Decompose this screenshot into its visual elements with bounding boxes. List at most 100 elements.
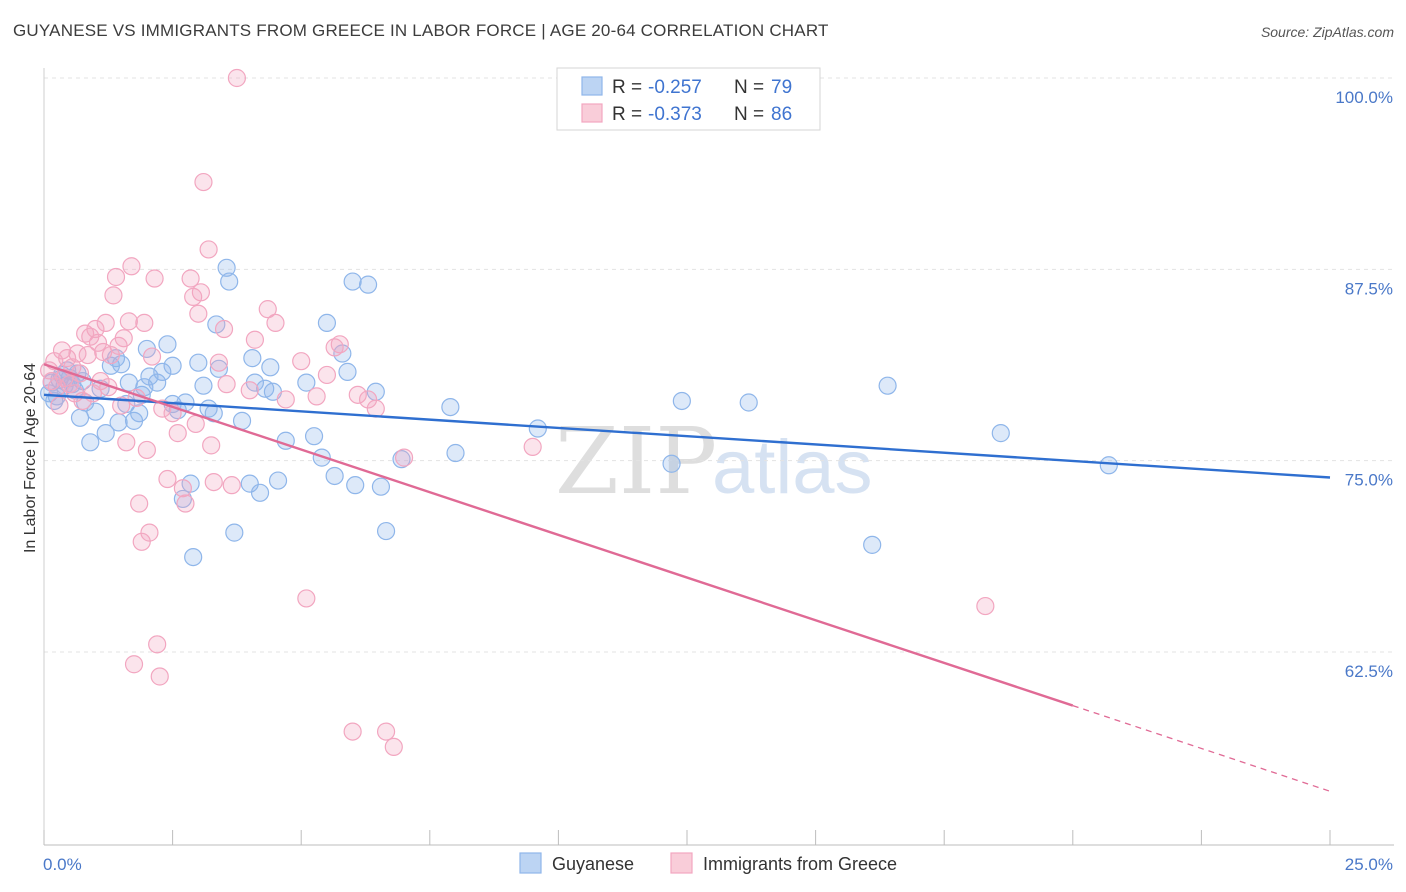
greece-point-63: [227, 68, 246, 88]
greece-point-59: [209, 353, 228, 372]
guyanese-point-66: [338, 362, 357, 381]
greece-point-31: [119, 312, 138, 331]
guyanese-point-47: [217, 258, 236, 277]
legend-box: R = -0.257 N = 79 R = -0.373 N = 86: [556, 67, 821, 131]
greece-point-69: [292, 352, 311, 371]
source-credit: Source: ZipAtlas.com: [1260, 24, 1394, 40]
bottom-legend-swatch-greece: [670, 852, 693, 874]
legend-n-label-guyanese: N =: [734, 77, 764, 98]
greece-point-52: [186, 414, 205, 434]
guyanese-point-36: [168, 401, 187, 420]
guyanese-point-67: [343, 272, 362, 291]
greece-points: [40, 68, 995, 757]
guyanese-point-54: [250, 483, 270, 502]
guyanese-point-83: [1099, 456, 1118, 475]
greece-point-40: [142, 347, 162, 366]
y-axis-title: In Labor Force | Age 20-64: [22, 363, 39, 553]
guyanese-point-32: [153, 362, 172, 381]
y-tick-label-0: 100.0%: [1335, 88, 1393, 107]
greece-point-60: [214, 319, 234, 339]
guyanese-point-81: [878, 376, 897, 395]
guyanese-point-56: [261, 358, 280, 377]
y-tick-label-1: 87.5%: [1345, 279, 1393, 298]
greece-point-39: [140, 523, 159, 542]
guyanese-trend-line: [43, 393, 1331, 479]
greece-point-47: [168, 424, 187, 443]
guyanese-point-26: [130, 404, 149, 423]
greece-point-80: [384, 737, 403, 757]
greece-point-35: [130, 494, 149, 513]
guyanese-point-58: [268, 471, 288, 490]
guyanese-point-22: [112, 355, 131, 374]
greece-point-83: [976, 596, 995, 616]
greece-point-57: [202, 436, 221, 455]
greece-trend-line-extension: [1072, 704, 1331, 792]
guyanese-point-75: [446, 443, 465, 463]
greece-point-58: [204, 472, 223, 492]
guyanese-point-60: [297, 373, 316, 392]
greece-point-45: [158, 469, 177, 489]
guyanese-point-34: [163, 356, 182, 375]
greece-point-7: [58, 349, 77, 368]
greece-point-77: [358, 390, 378, 409]
greece-point-49: [176, 494, 195, 513]
greece-point-25: [104, 286, 123, 305]
guyanese-point-79: [739, 393, 758, 412]
greece-point-41: [145, 269, 164, 288]
y-tick-labels: 100.0% 87.5% 75.0% 62.5%: [1335, 88, 1393, 681]
legend-swatch-guyanese: [581, 76, 603, 96]
guyanese-point-21: [109, 413, 128, 432]
legend-r-value-guyanese: -0.257: [648, 77, 702, 98]
guyanese-point-72: [376, 521, 396, 541]
greece-point-74: [330, 335, 349, 354]
greece-point-61: [217, 375, 236, 394]
legend-swatch-greece: [581, 103, 603, 123]
chart-title: GUYANESE VS IMMIGRANTS FROM GREECE IN LA…: [13, 21, 829, 40]
guyanese-point-77: [662, 454, 681, 473]
greece-point-15: [78, 345, 97, 365]
greece-point-72: [317, 365, 337, 385]
greece-point-62: [222, 476, 241, 495]
guyanese-point-74: [441, 397, 460, 417]
guyanese-point-48: [220, 272, 239, 291]
greece-point-78: [366, 399, 385, 418]
guyanese-point-15: [81, 433, 100, 452]
guyanese-point-76: [528, 419, 547, 438]
greece-point-18: [86, 319, 105, 339]
greece-point-28: [112, 396, 131, 415]
greece-point-22: [96, 313, 115, 333]
greece-point-30: [117, 433, 136, 452]
greece-point-33: [124, 655, 144, 674]
greece-point-81: [394, 448, 414, 467]
greece-point-14: [76, 324, 95, 343]
greece-point-38: [137, 440, 156, 460]
greece-point-54: [191, 283, 210, 302]
guyanese-point-52: [243, 349, 262, 368]
y-tick-label-2: 75.0%: [1345, 471, 1393, 490]
greece-point-70: [297, 589, 316, 608]
greece-point-43: [150, 667, 169, 686]
greece-trend-line: [43, 363, 1074, 707]
legend-n-value-guyanese: 79: [771, 77, 792, 98]
greece-point-4: [50, 396, 69, 415]
x-tick-label-1: 25.0%: [1345, 855, 1393, 874]
guyanese-point-64: [325, 466, 344, 486]
greece-point-73: [325, 338, 344, 357]
greece-point-26: [106, 267, 126, 287]
guyanese-point-69: [358, 275, 378, 294]
guyanese-point-31: [148, 373, 167, 392]
guyanese-point-18: [96, 424, 115, 443]
greece-point-64: [240, 381, 259, 400]
greece-point-82: [523, 437, 542, 456]
guyanese-point-33: [158, 335, 177, 354]
trend-lines: [43, 363, 1331, 792]
guyanese-point-71: [371, 477, 391, 496]
y-tick-label-3: 62.5%: [1345, 662, 1393, 681]
greece-point-29: [114, 329, 133, 348]
greece-point-79: [376, 722, 396, 741]
guyanese-point-78: [672, 391, 691, 411]
guyanese-point-49: [225, 523, 244, 542]
legend-n-value-greece: 86: [771, 104, 792, 125]
legend-r-label-greece: R =: [612, 104, 642, 125]
